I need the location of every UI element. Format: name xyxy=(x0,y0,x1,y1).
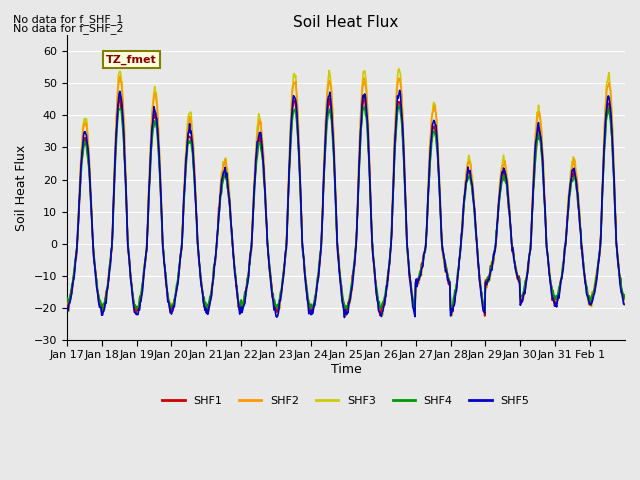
SHF2 xyxy=(232,271,239,276)
SHF4 xyxy=(259,156,266,161)
SHF5 xyxy=(436,191,444,196)
SHF4 xyxy=(396,103,403,108)
SHF5 xyxy=(259,147,266,153)
SHF4 xyxy=(404,258,412,264)
Line: SHF3: SHF3 xyxy=(67,69,624,316)
SHF2 xyxy=(620,302,628,308)
SHF5 xyxy=(63,308,70,313)
SHF2 xyxy=(404,257,412,263)
SHF1 xyxy=(620,293,628,299)
SHF2 xyxy=(259,147,267,153)
SHF5 xyxy=(340,314,348,320)
SHF5 xyxy=(620,301,628,307)
SHF5 xyxy=(129,291,136,297)
SHF3 xyxy=(342,313,349,319)
Line: SHF4: SHF4 xyxy=(67,106,624,310)
SHF3 xyxy=(280,274,287,279)
SHF3 xyxy=(395,66,403,72)
SHF2 xyxy=(280,262,288,268)
SHF4 xyxy=(341,307,349,313)
SHF5 xyxy=(396,87,403,93)
SHF5 xyxy=(280,274,287,279)
SHF4 xyxy=(620,292,628,298)
Line: SHF1: SHF1 xyxy=(67,96,624,316)
SHF1 xyxy=(232,274,239,280)
Line: SHF5: SHF5 xyxy=(67,90,624,317)
SHF4 xyxy=(129,286,136,292)
Legend: SHF1, SHF2, SHF3, SHF4, SHF5: SHF1, SHF2, SHF3, SHF4, SHF5 xyxy=(158,391,534,410)
Text: TZ_fmet: TZ_fmet xyxy=(106,55,157,65)
SHF3 xyxy=(436,180,444,186)
SHF1 xyxy=(259,156,267,162)
SHF4 xyxy=(231,266,239,272)
Text: No data for f_SHF_2: No data for f_SHF_2 xyxy=(13,23,124,34)
Line: SHF2: SHF2 xyxy=(67,76,624,316)
SHF2 xyxy=(341,313,349,319)
SHF1 xyxy=(280,264,288,269)
SHF3 xyxy=(620,297,628,303)
SHF2 xyxy=(63,306,70,312)
Y-axis label: Soil Heat Flux: Soil Heat Flux xyxy=(15,144,28,231)
SHF4 xyxy=(63,298,70,303)
SHF1 xyxy=(63,303,70,309)
SHF1 xyxy=(435,176,443,182)
X-axis label: Time: Time xyxy=(330,363,361,376)
SHF1 xyxy=(481,313,488,319)
SHF5 xyxy=(404,257,412,263)
SHF3 xyxy=(404,258,412,264)
SHF1 xyxy=(116,93,124,98)
Text: No data for f_SHF_1: No data for f_SHF_1 xyxy=(13,13,123,24)
SHF4 xyxy=(436,192,444,198)
SHF2 xyxy=(116,73,124,79)
SHF1 xyxy=(404,251,412,257)
SHF2 xyxy=(129,292,137,298)
SHF5 xyxy=(231,270,239,276)
SHF4 xyxy=(280,272,287,277)
Title: Soil Heat Flux: Soil Heat Flux xyxy=(293,15,399,30)
SHF3 xyxy=(129,289,136,295)
SHF3 xyxy=(259,137,266,143)
SHF1 xyxy=(129,292,137,298)
SHF3 xyxy=(63,303,70,309)
SHF3 xyxy=(231,267,239,273)
SHF2 xyxy=(436,183,444,189)
